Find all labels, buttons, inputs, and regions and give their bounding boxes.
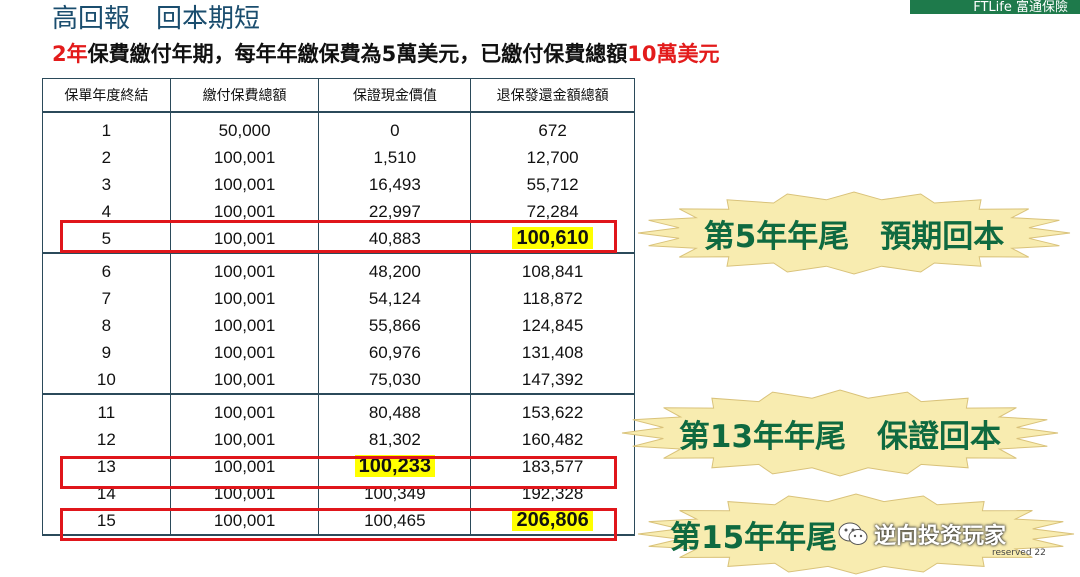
table-cell: 160,482 xyxy=(470,426,635,453)
highlighted-value: 100,610 xyxy=(512,227,593,249)
table-cell: 672 xyxy=(470,112,635,144)
brand-band xyxy=(910,0,1080,14)
table-row: 1 50,000 0 672 xyxy=(42,112,635,144)
table-cell: 9 xyxy=(42,339,171,366)
table-cell: 60,976 xyxy=(318,339,472,366)
table-cell: 11 xyxy=(42,394,171,426)
callout-year13-text: 第13年年尾 保證回本 xyxy=(678,418,1002,455)
table-cell: 12 xyxy=(42,426,171,453)
page-subtitle: 2年保費繳付年期，每年年繳保費為5萬美元，已繳付保費總額10萬美元 xyxy=(52,38,719,68)
wechat-icon xyxy=(838,522,868,545)
table-cell: 54,124 xyxy=(318,285,472,312)
table-cell: 100,001 xyxy=(169,339,320,366)
subtitle-part1: 保費繳付年期，每年年繳保費為 xyxy=(87,42,382,66)
table-cell: 16,493 xyxy=(318,171,472,198)
table-row: 8 100,001 55,866 124,845 xyxy=(42,312,635,339)
table-cell: 100,610 xyxy=(470,225,635,254)
subtitle-part3: 美元 xyxy=(677,42,720,66)
table-cell: 40,883 xyxy=(318,225,472,254)
table-cell: 131,408 xyxy=(470,339,635,366)
subtitle-total: 10萬 xyxy=(627,42,678,66)
burst-shape xyxy=(621,389,1059,477)
page-title: 高回報 回本期短 xyxy=(52,4,261,34)
table-cell: 81,302 xyxy=(318,426,472,453)
table-cell: 147,392 xyxy=(470,366,635,395)
callout-year15-text: 第15年年尾 xyxy=(636,492,1076,576)
table-cell: 12,700 xyxy=(470,144,635,171)
table-row: 7 100,001 54,124 118,872 xyxy=(42,285,635,312)
table-cell: 14 xyxy=(42,480,171,507)
table-cell: 7 xyxy=(42,285,171,312)
table-cell: 80,488 xyxy=(318,394,472,426)
table-row: 15 100,001 100,465 206,806 xyxy=(42,507,635,536)
table-cell: 2 xyxy=(42,144,171,171)
subtitle-part2: 美元，已繳付保費總額 xyxy=(417,42,628,66)
table-row: 10 100,001 75,030 147,392 xyxy=(42,366,635,395)
table-cell: 1,510 xyxy=(318,144,472,171)
burst-polygon xyxy=(621,389,1059,477)
header-total-premium: 繳付保費總額 xyxy=(169,78,320,113)
table-row: 11 100,001 80,488 153,622 xyxy=(42,394,635,426)
table-cell: 100,001 xyxy=(169,171,320,198)
table-cell: 100,465 xyxy=(318,507,472,536)
table-cell: 100,001 xyxy=(169,253,320,285)
table-cell: 8 xyxy=(42,312,171,339)
watermark-text: 逆向投资玩家 xyxy=(874,524,1007,549)
header-policy-year: 保單年度終結 xyxy=(42,78,171,113)
table-cell: 100,001 xyxy=(169,144,320,171)
table-cell: 100,001 xyxy=(169,225,320,254)
table-cell: 50,000 xyxy=(169,112,320,144)
highlight-box-year15 xyxy=(60,508,617,541)
table-cell: 153,622 xyxy=(470,394,635,426)
table-cell: 6 xyxy=(42,253,171,285)
table-cell: 75,030 xyxy=(318,366,472,395)
table-row: 5 100,001 40,883 100,610 xyxy=(42,225,635,254)
footer-copyright: reserved 22 xyxy=(992,548,1046,558)
table-cell: 1 xyxy=(42,112,171,144)
highlighted-value: 206,806 xyxy=(512,509,593,531)
table-cell: 118,872 xyxy=(470,285,635,312)
table-cell: 55,866 xyxy=(318,312,472,339)
highlighted-value: 100,233 xyxy=(354,455,435,477)
callout-year5: 第5年年尾 預期回本 xyxy=(636,190,1072,276)
highlight-box-year5 xyxy=(60,220,617,253)
table-cell: 100,001 xyxy=(169,312,320,339)
table-cell: 108,841 xyxy=(470,253,635,285)
table-cell: 3 xyxy=(42,171,171,198)
callout-year13: 第13年年尾 保證回本 xyxy=(620,388,1060,478)
watermark: 逆向投资玩家 xyxy=(838,518,1006,550)
header-guaranteed-cash-value: 保證現金價值 xyxy=(318,78,472,113)
table-row: 12 100,001 81,302 160,482 xyxy=(42,426,635,453)
table-cell: 15 xyxy=(42,507,171,536)
table-cell: 206,806 xyxy=(470,507,635,536)
table-cell: 10 xyxy=(42,366,171,395)
table-row: 9 100,001 60,976 131,408 xyxy=(42,339,635,366)
callout-year15-label: 第15年年尾 xyxy=(670,519,838,556)
table-cell: 100,001 xyxy=(169,394,320,426)
brand-logo: FTLife 富通保險 xyxy=(973,0,1068,15)
table-row: 2 100,001 1,510 12,700 xyxy=(42,144,635,171)
burst-polygon xyxy=(637,191,1071,275)
highlight-box-year13 xyxy=(60,456,617,489)
table-cell: 48,200 xyxy=(318,253,472,285)
subtitle-annual: 5萬 xyxy=(381,42,418,66)
table-cell: 100,001 xyxy=(169,366,320,395)
table-cell: 100,001 xyxy=(169,507,320,536)
table-cell: 100,001 xyxy=(169,426,320,453)
header-total-surrender-value: 退保發還金額總額 xyxy=(470,78,635,113)
table-cell: 124,845 xyxy=(470,312,635,339)
table-cell: 55,712 xyxy=(470,171,635,198)
subtitle-years: 2年 xyxy=(52,42,88,66)
table-row: 3 100,001 16,493 55,712 xyxy=(42,171,635,198)
table-cell: 0 xyxy=(318,112,472,144)
table-header-row: 保單年度終結 繳付保費總額 保證現金價值 退保發還金額總額 xyxy=(42,78,635,113)
burst-shape xyxy=(637,191,1071,275)
callout-year5-text: 第5年年尾 預期回本 xyxy=(703,218,1005,255)
table-cell: 100,001 xyxy=(169,285,320,312)
table-row: 6 100,001 48,200 108,841 xyxy=(42,253,635,285)
